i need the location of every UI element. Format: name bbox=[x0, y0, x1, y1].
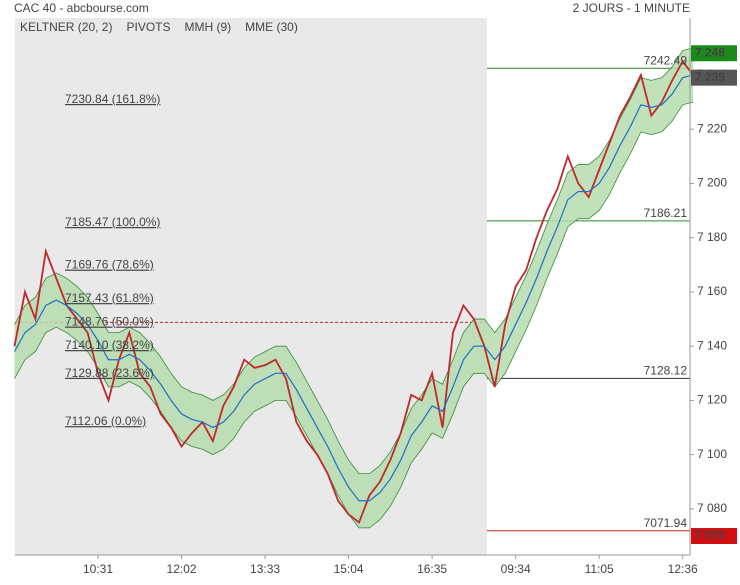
y-tick-label: 7 100 bbox=[697, 447, 727, 461]
legend-item: KELTNER (20, 2) bbox=[20, 20, 112, 34]
fib-label: 7169.76 (78.6%) bbox=[65, 258, 154, 272]
chart-title: CAC 40 - abcbourse.com bbox=[14, 1, 149, 15]
fib-label: 7157.43 (61.8%) bbox=[65, 291, 154, 305]
pivot-label: 7128.12 bbox=[644, 364, 688, 378]
x-tick-label: 11:05 bbox=[585, 562, 614, 576]
price-tag-label: 7 248 bbox=[695, 45, 725, 59]
keltner-lower bbox=[14, 101, 694, 529]
y-tick-label: 7 140 bbox=[697, 338, 727, 352]
x-tick-label: 10:31 bbox=[83, 562, 113, 576]
y-tick-label: 7 220 bbox=[697, 121, 727, 135]
legend-item: PIVOTS bbox=[126, 20, 170, 34]
keltner-upper bbox=[14, 47, 694, 475]
pivot-label: 7071.94 bbox=[644, 516, 688, 530]
price-tag-label: 7 239 bbox=[695, 70, 725, 84]
fib-label: 7185.47 (100.0%) bbox=[65, 215, 160, 229]
chart-subtitle: 2 JOURS - 1 MINUTE bbox=[573, 1, 690, 15]
x-tick-label: 12:02 bbox=[167, 562, 197, 576]
fib-label: 7230.84 (161.8%) bbox=[65, 92, 160, 106]
y-tick-label: 7 120 bbox=[697, 393, 727, 407]
price-tag-label: 7 070 bbox=[695, 528, 725, 542]
y-tick-label: 7 080 bbox=[697, 501, 727, 515]
legend-item: MMH (9) bbox=[185, 20, 232, 34]
keltner-band bbox=[14, 47, 694, 528]
fib-label: 7148.76 (50.0%) bbox=[65, 315, 154, 329]
x-tick-label: 12:36 bbox=[668, 562, 698, 576]
series-line bbox=[13, 59, 694, 524]
fib-label: 7112.06 (0.0%) bbox=[65, 414, 146, 428]
pivot-label: 7186.21 bbox=[644, 206, 688, 220]
x-tick-label: 13:33 bbox=[250, 562, 280, 576]
x-tick-label: 09:34 bbox=[501, 562, 531, 576]
price-tag bbox=[691, 69, 737, 86]
legend-item: MME (30) bbox=[245, 20, 298, 34]
pivot-label: 7242.49 bbox=[644, 53, 688, 67]
fib-label: 7140.10 (38.2%) bbox=[65, 338, 154, 352]
price-tag bbox=[691, 528, 737, 545]
plot bbox=[13, 47, 694, 532]
x-tick-label: 15:04 bbox=[334, 562, 364, 576]
y-tick-label: 7 180 bbox=[697, 230, 727, 244]
price-tag bbox=[691, 45, 737, 62]
x-tick-label: 16:35 bbox=[417, 562, 447, 576]
y-tick-label: 7 200 bbox=[697, 176, 727, 190]
series-line bbox=[13, 74, 694, 502]
y-tick-label: 7 160 bbox=[697, 284, 727, 298]
fib-label: 7129.88 (23.6%) bbox=[65, 366, 154, 380]
